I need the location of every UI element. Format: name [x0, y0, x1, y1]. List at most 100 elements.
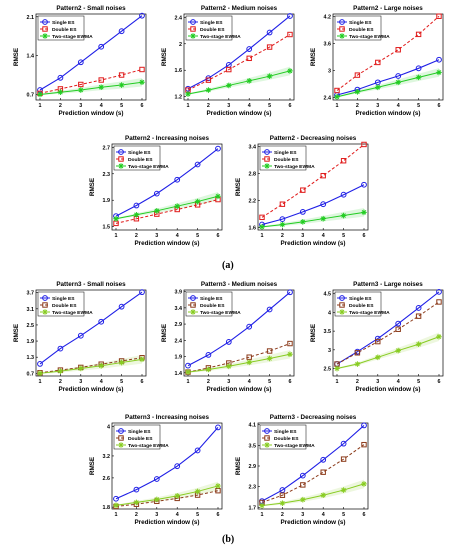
- x-tick-label: 1: [336, 103, 339, 109]
- x-tick-label: 6: [217, 512, 220, 518]
- data-point: [174, 463, 181, 470]
- data-point: [185, 369, 191, 375]
- chart-panel-3: Pattern2 - Large noises 1 2 3 4 5 6 2.4 3 3.6 4.2 P…: [310, 5, 444, 117]
- legend-label: Single ES: [274, 429, 297, 435]
- data-point: [77, 332, 84, 339]
- data-point: [246, 359, 252, 366]
- legend-marker: [190, 295, 196, 301]
- data-point: [113, 502, 119, 509]
- y-tick-label: 4: [328, 310, 331, 316]
- series-line-1: [115, 427, 219, 500]
- data-point: [361, 422, 367, 429]
- data-point: [113, 495, 119, 502]
- chart-title: Pattern3 - Increasing noises: [125, 414, 209, 421]
- data-point: [266, 348, 273, 354]
- y-tick-label: 0.7: [27, 92, 35, 98]
- data-point: [185, 362, 191, 369]
- data-point: [205, 77, 212, 83]
- y-tick-label: 2.9: [175, 322, 183, 328]
- data-point: [340, 487, 347, 493]
- data-point: [205, 352, 212, 358]
- legend-label: Double ES: [200, 303, 225, 309]
- x-axis-label: Prediction window (s): [134, 519, 199, 526]
- data-point: [334, 365, 340, 372]
- y-axis-label: RMSE: [161, 48, 168, 66]
- chart-title: Pattern3 - Decreasing noises: [270, 414, 357, 421]
- data-point: [375, 338, 381, 345]
- x-tick-label: 6: [438, 103, 441, 109]
- legend-marker: [190, 26, 196, 32]
- series-line-1: [115, 148, 219, 217]
- data-point: [320, 172, 326, 179]
- legend-marker: [42, 295, 48, 301]
- chart-panel-4: Pattern2 - Increasing noises 1 2 3 4 5 6 1.5 1.9…: [89, 135, 223, 247]
- legend-marker: [264, 149, 270, 155]
- data-point: [279, 500, 286, 506]
- series-line-2: [115, 199, 219, 224]
- data-point: [361, 181, 367, 188]
- data-point: [436, 69, 442, 76]
- data-point: [300, 482, 306, 488]
- data-point: [215, 145, 221, 152]
- data-point: [37, 91, 43, 98]
- y-tick-label: 4: [107, 425, 110, 431]
- legend-marker: [118, 428, 124, 434]
- data-point: [118, 82, 125, 88]
- legend-label: Double ES: [128, 157, 153, 163]
- series-line-1: [336, 291, 440, 365]
- x-axis-label: Prediction window (s): [355, 386, 420, 393]
- data-point: [98, 362, 104, 369]
- series-line-1: [187, 15, 291, 90]
- series-line-3: [187, 353, 291, 373]
- y-tick-label: 1.4: [175, 371, 183, 377]
- data-point: [436, 13, 442, 19]
- data-point: [226, 82, 232, 89]
- chart-panel-5: Pattern2 - Decreasing noises 1 2 3 4 5 6 1.6 2.2…: [235, 135, 369, 247]
- data-point: [246, 354, 252, 360]
- x-tick-label: 4: [248, 103, 251, 109]
- data-point: [415, 65, 422, 72]
- x-tick-label: 4: [322, 512, 325, 518]
- data-point: [375, 59, 381, 66]
- data-point: [225, 339, 232, 345]
- series-line-3: [261, 211, 365, 228]
- data-point: [361, 209, 367, 216]
- chart-title: Pattern2 - Increasing noises: [125, 135, 209, 142]
- data-point: [320, 469, 326, 475]
- data-point: [205, 366, 212, 373]
- data-point: [415, 313, 422, 319]
- legend-marker: [264, 156, 270, 162]
- y-axis-label: RMSE: [161, 324, 168, 342]
- legend-marker: [118, 156, 124, 162]
- legend-marker: [118, 149, 124, 155]
- x-tick-label: 2: [59, 379, 62, 385]
- data-point: [354, 350, 361, 356]
- data-point: [334, 87, 340, 94]
- data-point: [300, 219, 306, 225]
- data-point: [139, 289, 145, 296]
- x-tick-label: 2: [135, 512, 138, 518]
- legend-marker: [264, 428, 270, 434]
- data-point: [300, 496, 306, 503]
- x-axis-label: Prediction window (s): [280, 240, 345, 247]
- y-tick-label: 1.8: [103, 505, 111, 511]
- x-tick-label: 4: [100, 379, 103, 385]
- legend-marker: [118, 442, 124, 448]
- legend-label: Two-stage EWMA: [128, 164, 169, 170]
- y-tick-label: 2.3: [103, 172, 111, 178]
- y-tick-label: 3.1: [27, 307, 35, 313]
- series-line-3: [115, 485, 219, 506]
- data-point: [287, 340, 293, 347]
- data-point: [246, 323, 253, 330]
- data-point: [153, 476, 160, 482]
- ewma-band: [262, 479, 364, 507]
- subfigure-label-b: (b): [222, 534, 235, 545]
- data-point: [57, 89, 64, 96]
- legend-label: Two-stage EWMA: [274, 443, 315, 449]
- x-tick-label: 6: [289, 103, 292, 109]
- y-tick-label: 4.5: [324, 292, 332, 298]
- series-line-2: [336, 15, 440, 91]
- legend-marker: [264, 442, 270, 448]
